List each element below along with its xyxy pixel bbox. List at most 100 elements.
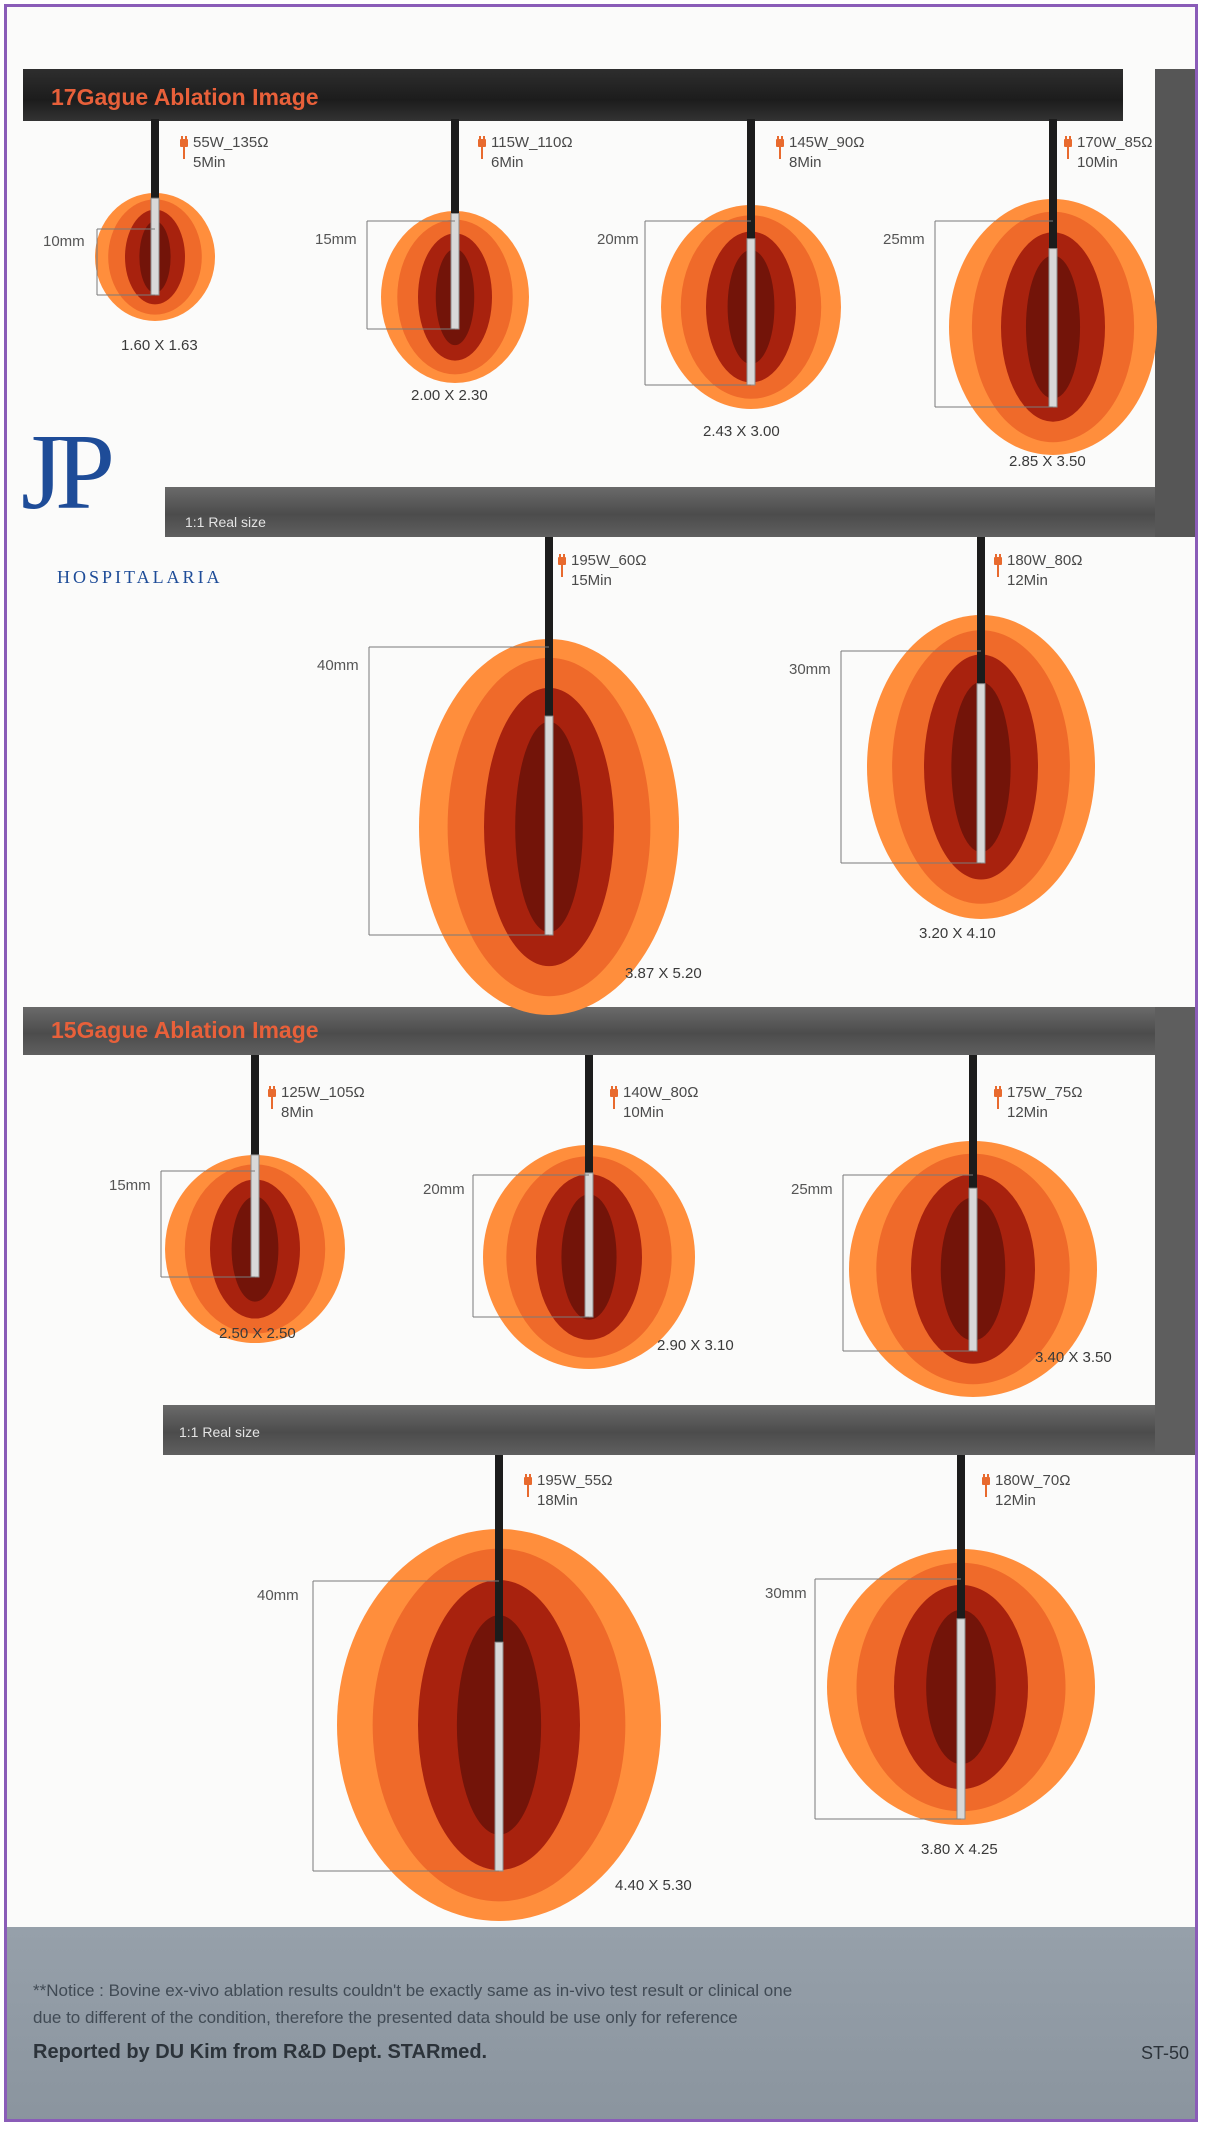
ablation-zones <box>95 69 1195 1921</box>
probe-tip <box>450 213 460 330</box>
probe-tip <box>150 197 160 296</box>
probe-shaft <box>977 537 985 684</box>
spec-15g-3: 175W_75Ω 12Min <box>994 1083 1083 1123</box>
band-connector-15g <box>1155 1007 1195 1455</box>
power-plug-icon <box>180 136 188 159</box>
depth-17g-5: 40mm <box>317 657 359 674</box>
section-17g-real-size-label: 1:1 Real size <box>185 514 266 530</box>
depth-17g-6: 30mm <box>789 661 831 678</box>
time-value: 12Min <box>995 1492 1036 1509</box>
probe-shaft <box>585 1055 593 1173</box>
power-value: 195W_60Ω <box>571 552 647 569</box>
time-value: 10Min <box>1077 154 1118 171</box>
spec-17g-2: 115W_110Ω 6Min <box>478 133 573 173</box>
power-value: 180W_70Ω <box>995 1472 1071 1489</box>
section-15g-header-band <box>23 1007 1195 1055</box>
document-code: ST-50 <box>1141 2043 1190 2063</box>
section-15g-title: 15Gague Ablation Image <box>51 1017 319 1043</box>
size-15g-2: 2.90 X 3.10 <box>657 1337 734 1354</box>
probe-shaft <box>969 1055 977 1189</box>
power-value: 55W_135Ω <box>193 134 269 151</box>
section-15g-real-size-band <box>163 1405 1195 1455</box>
power-value: 125W_105Ω <box>281 1084 365 1101</box>
probe-tip <box>250 1154 260 1278</box>
spec-17g-6: 180W_80Ω 12Min <box>994 551 1083 591</box>
power-value: 140W_80Ω <box>623 1084 699 1101</box>
depth-15g-1: 15mm <box>109 1177 151 1194</box>
power-plug-icon <box>610 1086 618 1109</box>
depth-15g-3: 25mm <box>791 1181 833 1198</box>
footer-band <box>7 1927 1195 2119</box>
time-value: 6Min <box>491 154 524 171</box>
spec-15g-2: 140W_80Ω 10Min <box>610 1083 699 1123</box>
power-value: 115W_110Ω <box>491 134 573 151</box>
power-value: 195W_55Ω <box>537 1472 613 1489</box>
size-15g-5: 3.80 X 4.25 <box>921 1841 998 1858</box>
reported-by: Reported by DU Kim from R&D Dept. STARme… <box>33 2041 488 2063</box>
power-plug-icon <box>268 1086 276 1109</box>
spec-17g-1: 55W_135Ω 5Min <box>180 133 269 173</box>
time-value: 5Min <box>193 154 226 171</box>
depth-17g-2: 15mm <box>315 231 357 248</box>
size-17g-6: 3.20 X 4.10 <box>919 925 996 942</box>
size-17g-3: 2.43 X 3.00 <box>703 423 780 440</box>
probe-tip <box>494 1641 504 1872</box>
spec-15g-4: 195W_55Ω 18Min <box>524 1471 613 1511</box>
probe-tip <box>976 683 986 864</box>
notice-text: **Notice : Bovine ex-vivo ablation resul… <box>33 1977 792 2031</box>
probe-tip <box>584 1172 594 1318</box>
probe-tip <box>746 238 756 386</box>
probe-shaft <box>251 1055 259 1155</box>
depth-15g-5: 30mm <box>765 1585 807 1602</box>
power-plug-icon <box>994 554 1002 577</box>
band-connector-17g <box>1155 69 1195 537</box>
probe-shaft <box>747 119 755 239</box>
time-value: 8Min <box>281 1104 314 1121</box>
depth-15g-2: 20mm <box>423 1181 465 1198</box>
section-17g-title: 17Gague Ablation Image <box>51 84 319 110</box>
probe-shaft <box>1049 119 1057 249</box>
probe-tip <box>968 1187 978 1352</box>
power-value: 170W_85Ω <box>1077 134 1153 151</box>
depth-17g-3: 20mm <box>597 231 639 248</box>
section-15g-real-size-label: 1:1 Real size <box>179 1424 260 1440</box>
jp-logo: JP <box>21 413 115 532</box>
power-plug-icon <box>1064 136 1072 159</box>
spec-15g-1: 125W_105Ω 8Min <box>268 1083 365 1123</box>
size-17g-4: 2.85 X 3.50 <box>1009 453 1086 470</box>
notice-line-1: **Notice : Bovine ex-vivo ablation resul… <box>33 1981 793 2000</box>
power-value: 180W_80Ω <box>1007 552 1083 569</box>
power-plug-icon <box>994 1086 1002 1109</box>
size-15g-3: 3.40 X 3.50 <box>1035 1349 1112 1366</box>
spec-17g-3: 145W_90Ω 8Min <box>776 133 864 173</box>
power-value: 175W_75Ω <box>1007 1084 1083 1101</box>
depth-15g-4: 40mm <box>257 1587 299 1604</box>
power-plug-icon <box>478 136 486 159</box>
depth-17g-1: 10mm <box>43 233 85 250</box>
section-17g-header-band <box>23 69 1123 121</box>
power-plug-icon <box>524 1474 532 1497</box>
size-15g-4: 4.40 X 5.30 <box>615 1877 692 1894</box>
section-17g-real-size-band <box>165 487 1195 537</box>
probe-tip <box>544 715 554 936</box>
hospitalaria-logo-text: HOSPITALARIA <box>57 567 223 587</box>
spec-17g-5: 195W_60Ω 15Min <box>558 551 647 591</box>
spec-17g-4: 170W_85Ω 10Min <box>1064 133 1153 173</box>
time-value: 8Min <box>789 154 822 171</box>
probe-tip <box>1048 248 1058 408</box>
time-value: 15Min <box>571 572 612 589</box>
probe-shaft <box>495 1455 503 1643</box>
size-17g-1: 1.60 X 1.63 <box>121 337 198 354</box>
size-17g-5: 3.87 X 5.20 <box>625 965 702 982</box>
time-value: 12Min <box>1007 1104 1048 1121</box>
notice-line-2: due to different of the condition, there… <box>33 2008 738 2027</box>
size-17g-2: 2.00 X 2.30 <box>411 387 488 404</box>
spec-15g-5: 180W_70Ω 12Min <box>982 1471 1071 1511</box>
probe-tip <box>956 1618 966 1820</box>
power-plug-icon <box>982 1474 990 1497</box>
probe-shaft <box>957 1455 965 1619</box>
probe-shaft <box>151 119 159 199</box>
depth-17g-4: 25mm <box>883 231 925 248</box>
power-plug-icon <box>776 136 784 159</box>
time-value: 10Min <box>623 1104 664 1121</box>
